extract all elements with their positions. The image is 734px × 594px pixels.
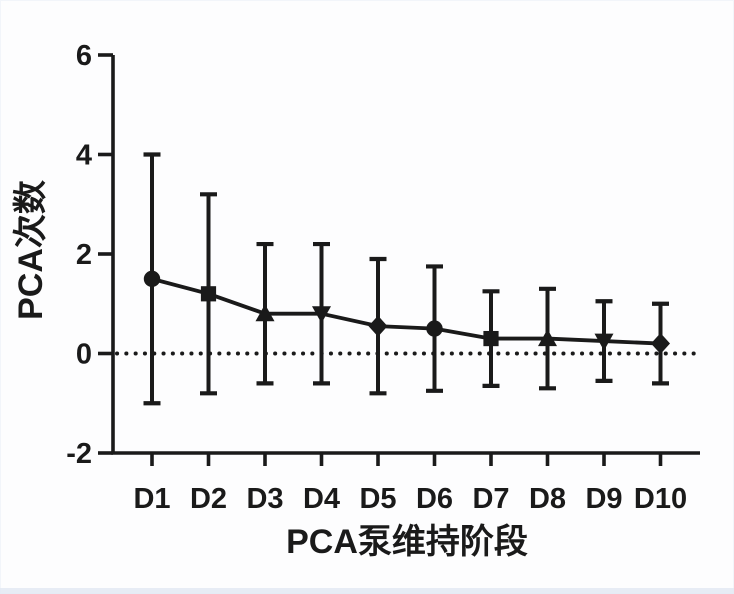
data-point-D3-triangle-up-marker <box>255 304 275 322</box>
y-tick-label: -2 <box>66 438 92 470</box>
x-tick-label: D10 <box>634 483 687 515</box>
series-line <box>151 277 661 346</box>
x-tick-label: D6 <box>416 483 453 515</box>
data-point-D7-square-marker <box>483 330 499 347</box>
data-point-D9-triangle-down-marker <box>594 333 614 351</box>
x-tick-label: D7 <box>472 483 509 515</box>
data-series-group <box>143 152 670 406</box>
y-tick-label: 4 <box>76 140 92 172</box>
x-axis-title: PCA泵维持阶段 <box>286 522 528 561</box>
x-tick-label: D2 <box>190 483 227 515</box>
x-tick-label: D8 <box>529 483 566 515</box>
y-tick-label: 2 <box>76 239 92 271</box>
screenshot-bottom-edge <box>0 588 734 594</box>
y-axis-title: PCA次数 <box>12 180 50 320</box>
x-tick-label: D4 <box>303 483 340 515</box>
y-tick-label: 0 <box>76 339 92 371</box>
data-point-D6-circle-marker <box>426 320 443 337</box>
data-point-D4-triangle-down-marker <box>312 306 331 324</box>
x-tick-label: D3 <box>246 483 283 515</box>
data-point-D5-diamond-marker <box>368 315 388 337</box>
y-tick-label: 6 <box>76 40 92 72</box>
x-tick-label: D5 <box>359 483 396 515</box>
x-tick-label: D9 <box>585 483 622 515</box>
data-point-D8-triangle-up-marker <box>538 329 557 347</box>
data-point-D10-diamond-marker <box>651 333 670 355</box>
axis-ticks-group: 6 4 2 0 -2 D1 D2 D3 D4 D5 D6 D7 D8 D9 D10 <box>66 40 687 515</box>
data-point-D1-circle-marker <box>143 270 161 288</box>
data-point-D2-square-marker <box>200 286 217 302</box>
x-tick-label: D1 <box>133 483 170 515</box>
